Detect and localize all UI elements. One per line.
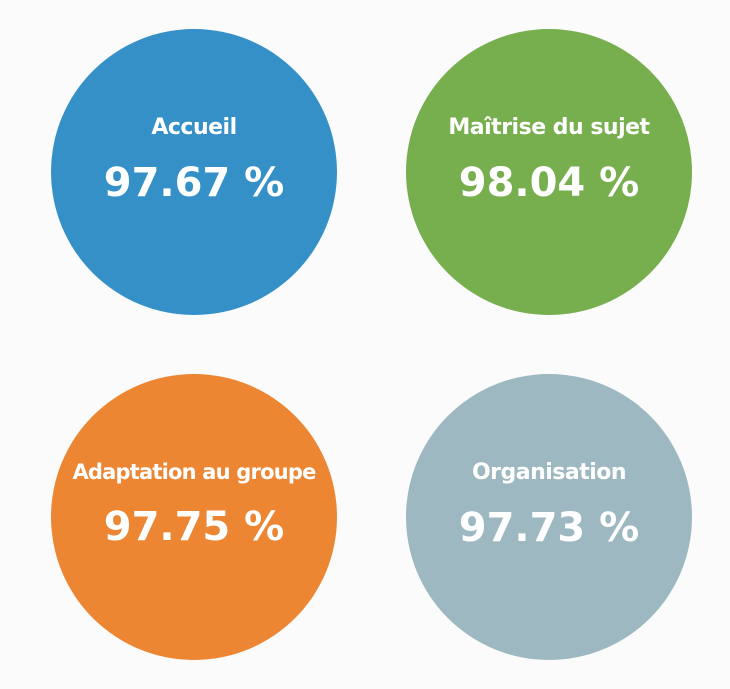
metric-circle-maitrise: Maîtrise du sujet 98.04 %	[406, 29, 692, 315]
metric-circle-adaptation: Adaptation au groupe 97.75 %	[51, 374, 337, 660]
metric-value: 97.67 %	[103, 159, 285, 206]
metric-label: Accueil	[151, 114, 237, 140]
metric-value: 98.04 %	[458, 159, 640, 206]
metric-circle-organisation: Organisation 97.73 %	[406, 374, 692, 660]
metric-label: Maîtrise du sujet	[448, 114, 650, 140]
metric-value: 97.73 %	[458, 504, 640, 551]
metric-label: Adaptation au groupe	[72, 460, 316, 484]
metric-value: 97.75 %	[103, 504, 285, 550]
metric-label: Organisation	[471, 459, 627, 485]
metric-circle-accueil: Accueil 97.67 %	[51, 29, 337, 315]
